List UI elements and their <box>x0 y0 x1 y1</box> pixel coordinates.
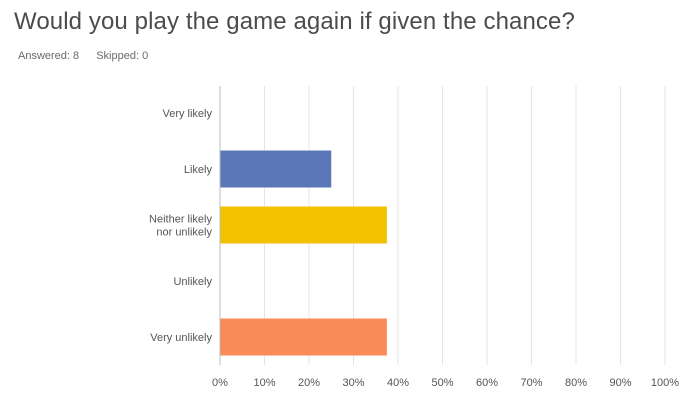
category-label: Neither likely nor unlikely <box>149 214 212 239</box>
response-stats: Answered: 8 Skipped: 0 <box>18 50 162 62</box>
x-tick-label: 90% <box>609 377 631 389</box>
category-label: Very likely <box>162 108 212 120</box>
grid-lines <box>264 86 666 365</box>
category-label: Likely <box>184 164 213 176</box>
category-label: Very unlikely <box>150 332 212 344</box>
answered-count: Answered: 8 <box>18 50 80 62</box>
x-tick-label: 50% <box>431 377 453 389</box>
x-tick-label: 40% <box>387 377 409 389</box>
x-tick-label: 30% <box>342 377 364 389</box>
question-title: Would you play the game again if given t… <box>14 8 575 35</box>
x-tick-label: 60% <box>476 377 498 389</box>
x-tick-label: 80% <box>565 377 587 389</box>
bars <box>220 150 387 356</box>
x-tick-label: 20% <box>298 377 320 389</box>
bar <box>220 318 387 356</box>
x-tick-label: 10% <box>253 377 275 389</box>
category-label: Unlikely <box>173 276 212 288</box>
x-tick-label: 70% <box>520 377 542 389</box>
category-labels: Very likely Likely Neither likely nor unlik… <box>149 108 212 344</box>
bar <box>220 150 332 188</box>
x-tick-label: 0% <box>212 377 228 389</box>
x-tick-label: 100% <box>651 377 679 389</box>
tick-labels: 0% 10% 20% 30% 40% 50% 60% 70% 80% 90% 100% <box>212 377 679 389</box>
skipped-count: Skipped: 0 <box>96 50 149 62</box>
bar <box>220 206 387 244</box>
